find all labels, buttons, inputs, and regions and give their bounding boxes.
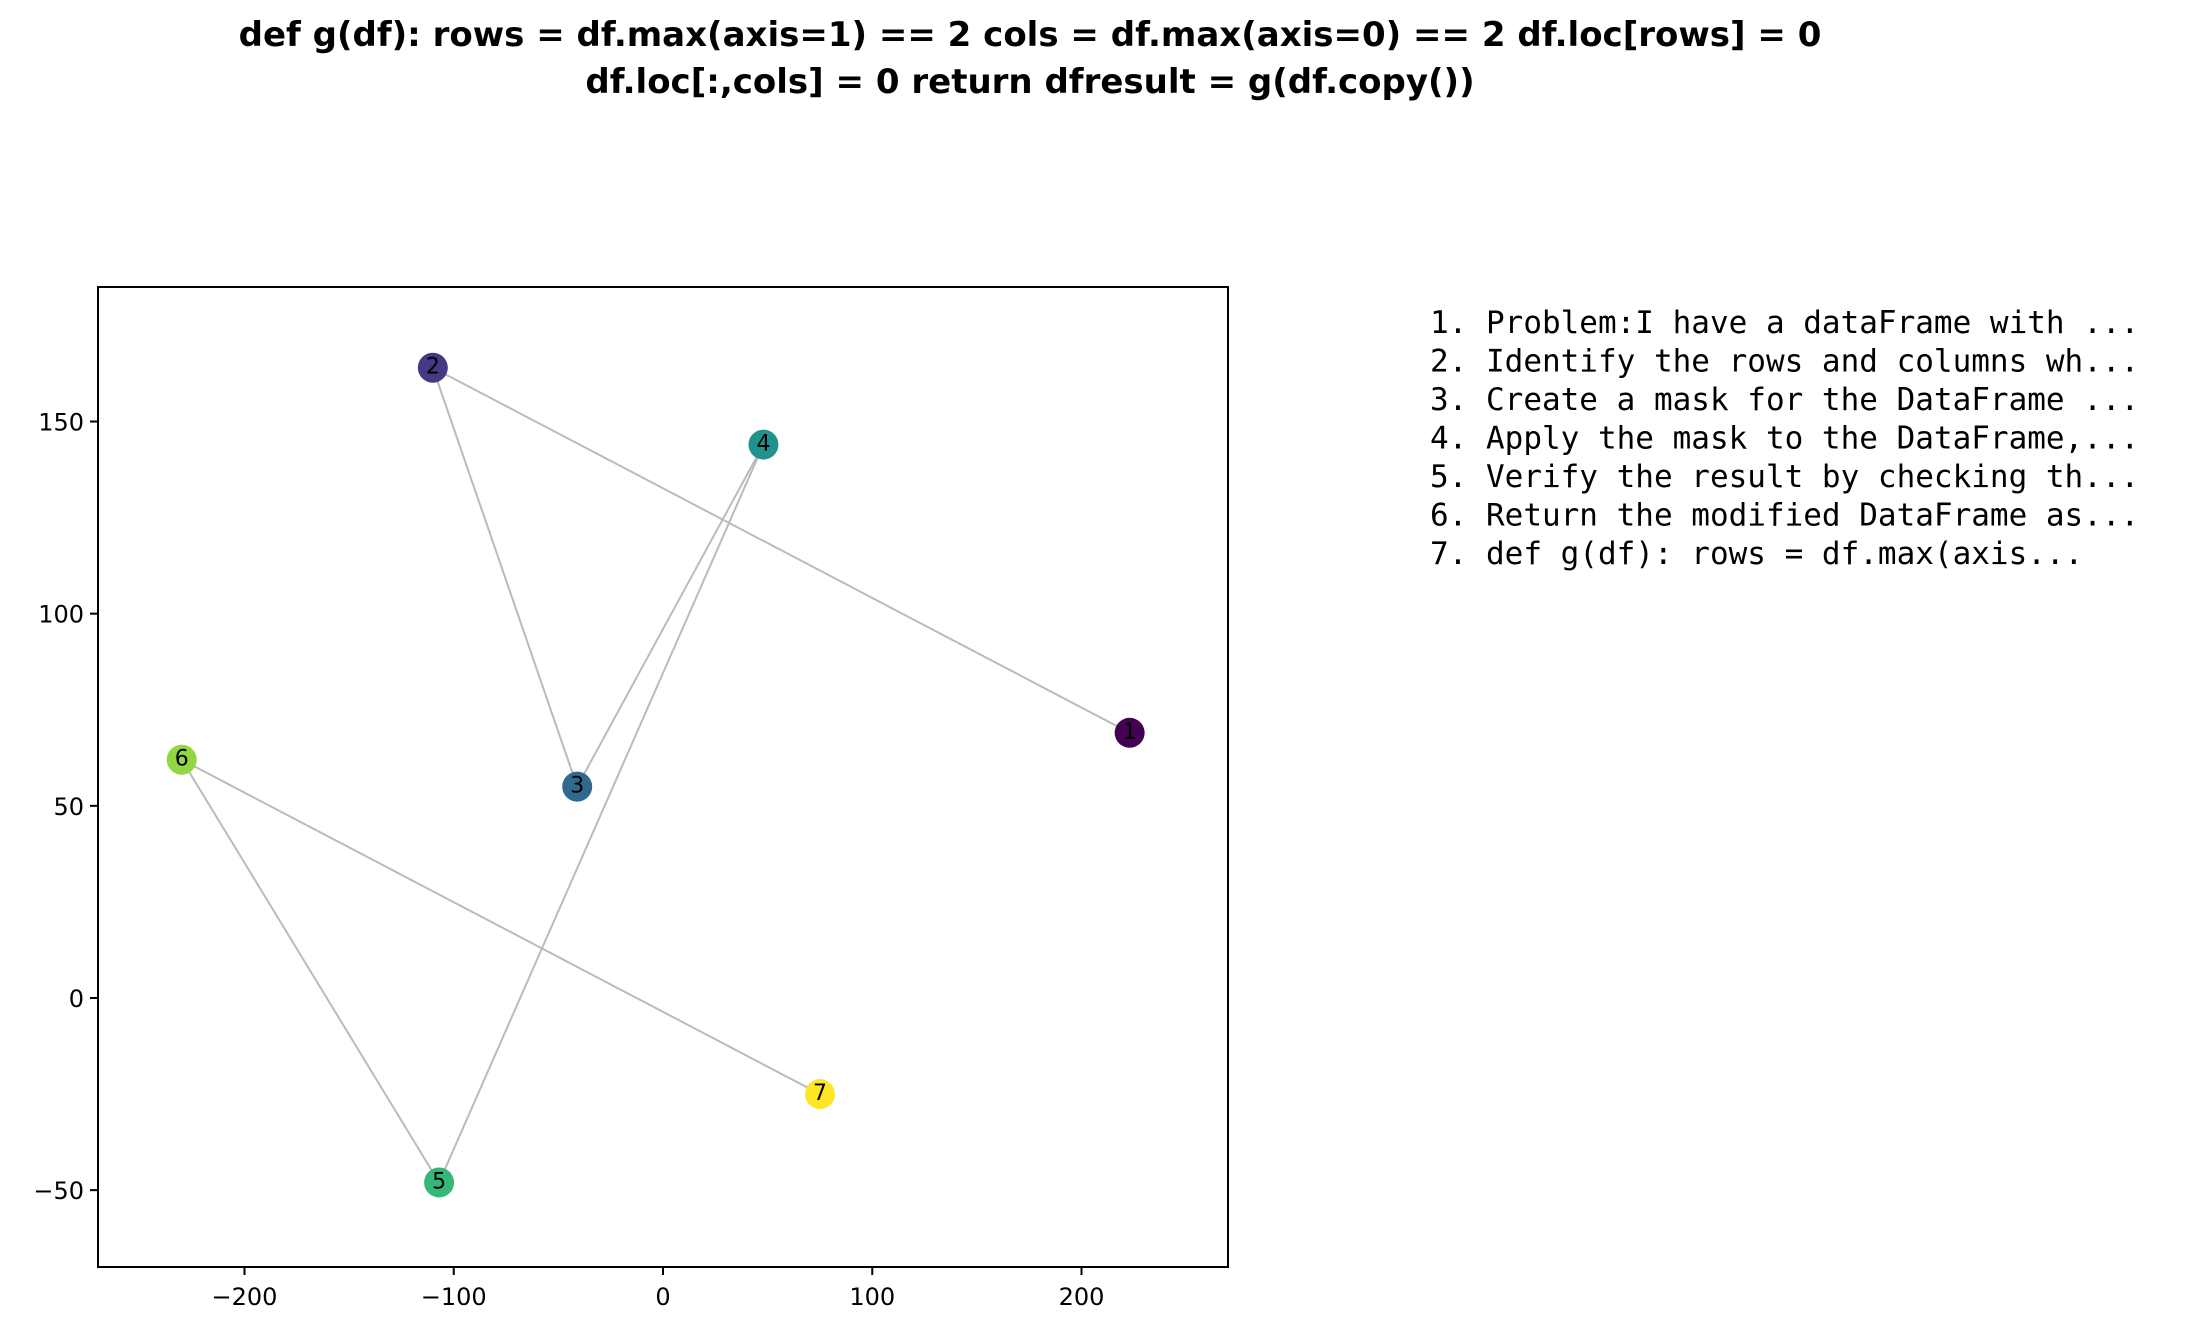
- axes-frame: [97, 286, 1229, 1268]
- point-6: [166, 744, 197, 775]
- connector-1-2: [432, 366, 1131, 734]
- point-1: [1114, 717, 1145, 748]
- x-tick-label: 200: [1059, 1283, 1105, 1311]
- plot-area: 1 2 3 4 5 6 7 −200 −100 0 100 200 −50 0 50 100 150: [33, 286, 1229, 1311]
- point-labels: 1 2 3 4 5 6 7: [175, 355, 1137, 1195]
- step-item: 1. Problem:I have a dataFrame with ...: [1430, 305, 2139, 341]
- point-7: [804, 1079, 835, 1110]
- step-item: 4. Apply the mask to the DataFrame,...: [1430, 421, 2139, 457]
- step-item: 3. Create a mask for the DataFrame ...: [1430, 382, 2139, 418]
- point-3: [562, 771, 593, 802]
- point-markers: [166, 352, 1145, 1198]
- x-tick-label: −100: [421, 1283, 487, 1311]
- point-label-5: 5: [432, 1169, 446, 1194]
- point-label-4: 4: [756, 432, 770, 457]
- connector-3-4: [576, 444, 765, 788]
- chart-title-line-1: def g(df): rows = df.max(axis=1) == 2 co…: [239, 15, 1822, 55]
- y-tick-label: 100: [38, 601, 84, 629]
- x-tick-label: −200: [212, 1283, 278, 1311]
- connector-4-5: [438, 444, 765, 1183]
- point-label-2: 2: [426, 355, 440, 380]
- y-tick-label: 50: [53, 793, 84, 821]
- step-item: 2. Identify the rows and columns wh...: [1430, 344, 2139, 380]
- point-label-7: 7: [813, 1081, 827, 1106]
- steps-list: 1. Problem:I have a dataFrame with ...2.…: [1430, 305, 2139, 572]
- x-tick-label: 100: [849, 1283, 895, 1311]
- step-item: 7. def g(df): rows = df.max(axis...: [1430, 536, 2083, 572]
- point-label-3: 3: [570, 774, 584, 799]
- connector-5-6: [180, 759, 440, 1183]
- point-4: [748, 429, 779, 460]
- x-axis: −200 −100 0 100 200: [212, 1267, 1105, 1311]
- y-tick-label: 150: [38, 409, 84, 437]
- chart-title-line-2: df.loc[:,cols] = 0 return dfresult = g(d…: [585, 62, 1474, 102]
- x-tick-label: 0: [655, 1283, 670, 1311]
- step-item: 5. Verify the result by checking th...: [1430, 459, 2139, 495]
- y-tick-label: 0: [69, 985, 84, 1013]
- point-2: [417, 352, 448, 383]
- point-5: [424, 1167, 455, 1198]
- point-label-6: 6: [175, 747, 189, 772]
- connector-lines: [180, 366, 1131, 1183]
- step-item: 6. Return the modified DataFrame as...: [1430, 498, 2139, 534]
- connector-2-3: [431, 367, 579, 787]
- connector-6-7: [181, 758, 821, 1095]
- y-tick-label: −50: [33, 1177, 84, 1205]
- point-label-1: 1: [1123, 720, 1137, 745]
- y-axis: −50 0 50 100 150: [33, 409, 98, 1205]
